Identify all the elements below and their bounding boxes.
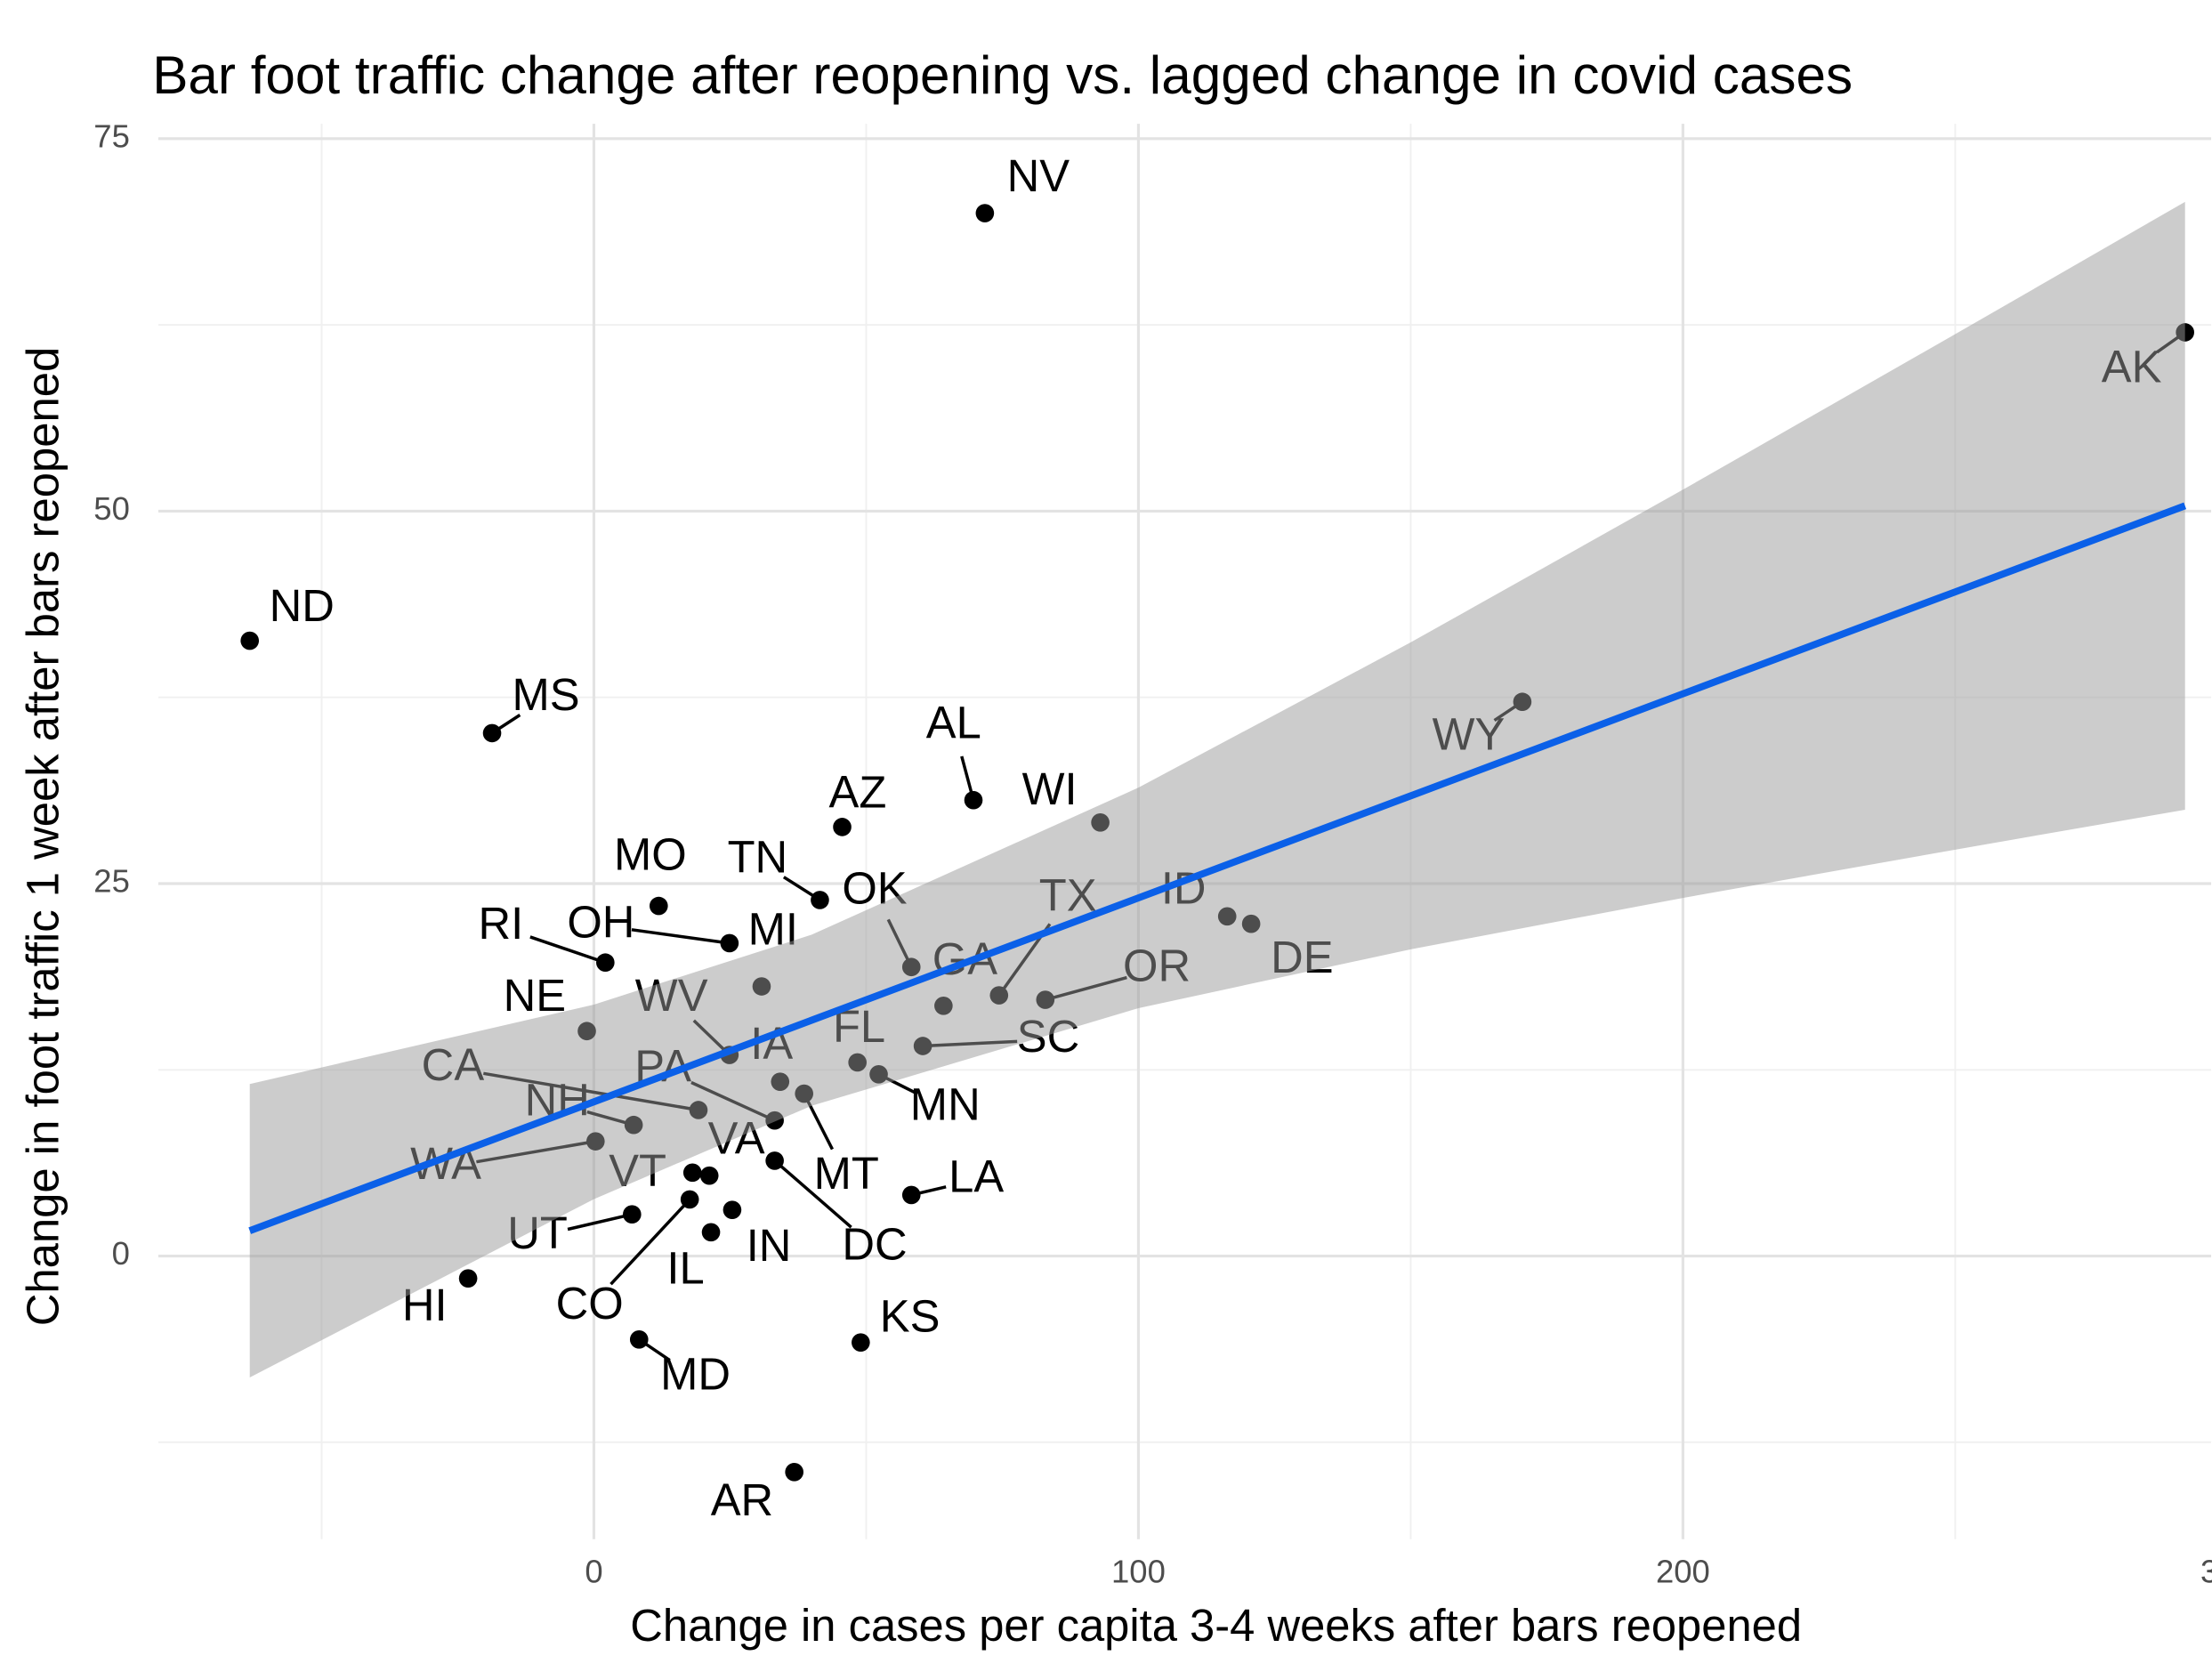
- x-tick-label: 300: [2200, 1554, 2212, 1590]
- point: [458, 1269, 478, 1288]
- point-label: TN: [728, 831, 788, 882]
- point-label: IN: [747, 1220, 792, 1271]
- point: [629, 1330, 649, 1349]
- point: [975, 204, 995, 222]
- x-axis-title: Change in cases per capita 3-4 weeks aft…: [630, 1600, 1802, 1651]
- point-label: IL: [666, 1242, 704, 1293]
- point: [964, 790, 983, 810]
- leader-line: [773, 1159, 852, 1229]
- y-tick-label: 50: [93, 490, 130, 527]
- point-label: CO: [556, 1278, 624, 1329]
- point-label: WI: [1022, 763, 1078, 814]
- point: [240, 631, 260, 650]
- point: [680, 1190, 699, 1209]
- chart-title: Bar foot traffic change after reopening …: [152, 44, 1853, 105]
- point: [833, 818, 852, 836]
- point-label: RI: [478, 898, 523, 949]
- point-label: AL: [926, 698, 981, 748]
- leader-line: [631, 928, 731, 945]
- fit-line: [248, 502, 2187, 1234]
- leader-line: [529, 935, 606, 965]
- point-label: AZ: [829, 766, 887, 817]
- point: [596, 953, 615, 973]
- point-label: KS: [880, 1290, 941, 1341]
- point-label: NV: [1007, 150, 1070, 201]
- confidence-band: [249, 201, 2185, 1378]
- point-label: MT: [814, 1148, 879, 1199]
- point: [720, 933, 739, 953]
- leader-line: [610, 1198, 691, 1286]
- point: [901, 1185, 921, 1205]
- x-tick-label: 200: [1656, 1554, 1710, 1590]
- point: [699, 1166, 719, 1185]
- point-label: MS: [513, 669, 580, 720]
- y-axis-title: Change in foot traffic 1 week after bars…: [18, 347, 69, 1327]
- point: [701, 1223, 721, 1242]
- point: [785, 1463, 803, 1482]
- point-label: AR: [711, 1474, 773, 1525]
- point: [811, 891, 829, 909]
- point-label: LA: [949, 1151, 1004, 1201]
- point: [649, 896, 668, 916]
- x-tick-label: 100: [1111, 1554, 1166, 1590]
- point: [765, 1151, 784, 1170]
- point-label: ND: [270, 580, 335, 631]
- point-label: NE: [504, 970, 566, 1021]
- point: [723, 1200, 742, 1219]
- point-label: MD: [660, 1349, 731, 1400]
- x-tick-label: 0: [585, 1554, 602, 1590]
- point-label: MN: [910, 1078, 981, 1129]
- y-tick-label: 75: [93, 117, 130, 154]
- point: [852, 1333, 870, 1353]
- y-tick-label: 25: [93, 863, 130, 900]
- point-label: DC: [842, 1218, 907, 1269]
- point: [482, 723, 502, 743]
- point-label: MO: [614, 828, 687, 879]
- point-label: OH: [567, 896, 634, 947]
- leader-line: [567, 1212, 633, 1232]
- point: [623, 1205, 642, 1224]
- point: [682, 1163, 702, 1183]
- y-tick-label: 0: [112, 1235, 130, 1272]
